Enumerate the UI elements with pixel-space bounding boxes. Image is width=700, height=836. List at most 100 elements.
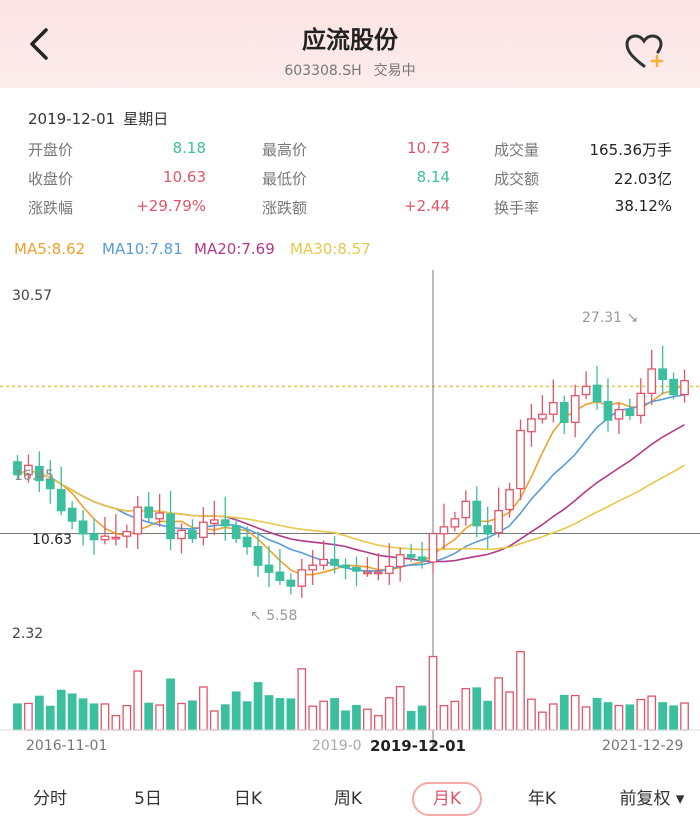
- tab-月K[interactable]: 月K: [412, 782, 482, 816]
- candle-body: [559, 402, 569, 424]
- volume-bar: [603, 702, 613, 731]
- volume-bar: [538, 711, 547, 731]
- ma-legend-item: MA30:8.57: [290, 240, 371, 258]
- stat-value: 38.12%: [614, 197, 672, 215]
- candle-body: [188, 529, 197, 540]
- candle-body: [669, 378, 678, 396]
- favorite-heart-icon[interactable]: [624, 32, 668, 72]
- volume-bar: [363, 708, 372, 731]
- x-axis-mid: 2019-0: [312, 738, 362, 754]
- stock-code: 603308.SH: [284, 63, 362, 79]
- candle-body: [199, 521, 208, 538]
- volume-bar: [439, 704, 449, 731]
- volume-bar: [34, 695, 44, 731]
- candle-body: [78, 520, 88, 535]
- volume-bar: [680, 702, 689, 731]
- candle-body: [450, 518, 460, 528]
- volume-bar: [395, 685, 405, 731]
- candle-body: [658, 368, 668, 381]
- ma20-line: [17, 424, 685, 563]
- volume-bar: [406, 710, 416, 731]
- candle-body: [439, 526, 449, 535]
- candle-body: [527, 418, 536, 433]
- volume-bar: [559, 694, 569, 731]
- volume-bar: [242, 701, 252, 731]
- volume-bar: [494, 677, 503, 731]
- volume-bar: [89, 703, 99, 731]
- volume-bar: [614, 704, 624, 731]
- volume-bar: [592, 698, 602, 731]
- candle-body: [636, 392, 646, 417]
- tab-日K[interactable]: 日K: [233, 789, 263, 809]
- candle-body: [406, 554, 416, 558]
- stat-value: 8.14: [416, 168, 450, 186]
- volume-bar: [373, 714, 383, 731]
- stat-label: 涨跌幅: [28, 199, 74, 217]
- kline-chart[interactable]: [0, 270, 700, 760]
- date-value: 2019-12-01: [28, 110, 116, 128]
- tab-前复权[interactable]: 前复权 ▾: [619, 789, 685, 809]
- candle-body: [264, 564, 274, 573]
- ma-legend-item: MA5:8.62: [14, 240, 86, 258]
- volume-bar: [527, 698, 536, 731]
- volume-bar: [658, 702, 668, 731]
- top-bar: 应流股份 603308.SH 交易中: [0, 0, 700, 88]
- stat-开盘价: 开盘价 8.18: [28, 139, 206, 160]
- volume-bar: [483, 700, 493, 731]
- stat-value: +29.79%: [136, 197, 206, 215]
- candle-body: [45, 478, 55, 490]
- tab-5日[interactable]: 5日: [134, 789, 162, 809]
- tab-周K[interactable]: 周K: [333, 789, 363, 809]
- candle-body: [680, 379, 689, 396]
- candle-body: [603, 400, 613, 421]
- stat-成交额: 成交额 22.03亿: [494, 168, 672, 189]
- candle-body: [231, 525, 241, 540]
- y-axis-min: 2.32: [12, 626, 44, 642]
- volume-bar: [56, 689, 66, 731]
- candle-body: [341, 564, 350, 569]
- volume-bar: [505, 691, 514, 731]
- back-arrow-icon[interactable]: [20, 24, 60, 64]
- stat-涨跌额: 涨跌额 +2.44: [262, 197, 450, 218]
- volume-bar: [647, 695, 657, 731]
- candle-body: [67, 507, 77, 522]
- candle-body: [166, 513, 175, 540]
- volume-bar: [220, 704, 230, 731]
- candle-body: [297, 569, 307, 587]
- tab-分时[interactable]: 分时: [33, 789, 67, 809]
- volume-bar: [275, 698, 285, 731]
- stat-最低价: 最低价 8.14: [262, 168, 450, 189]
- tab-年K[interactable]: 年K: [527, 789, 557, 809]
- stat-最高价: 最高价 10.73: [262, 139, 450, 160]
- volume-bar: [461, 688, 471, 731]
- volume-bar: [122, 704, 132, 731]
- candle-body: [89, 533, 99, 541]
- volume-bar: [570, 694, 580, 731]
- ma30-line: [17, 464, 685, 551]
- candle-body: [625, 408, 635, 417]
- stat-value: 8.18: [172, 139, 206, 157]
- volume-bar: [24, 702, 33, 731]
- volume-bar: [297, 668, 307, 731]
- stat-成交量: 成交量 165.36万手: [494, 139, 672, 160]
- stock-name: 应流股份: [302, 26, 398, 54]
- volume-bar: [308, 705, 318, 731]
- volume-bar: [581, 706, 591, 731]
- volume-bar: [199, 686, 208, 731]
- stat-涨跌幅: 涨跌幅 +29.79%: [28, 197, 206, 218]
- candle-body: [483, 525, 493, 535]
- volume-bar: [209, 710, 219, 731]
- stat-label: 涨跌额: [262, 199, 308, 217]
- candle-body: [286, 579, 296, 587]
- volume-bar: [548, 703, 558, 731]
- candle-body: [505, 489, 514, 511]
- ma-legend-item: MA20:7.69: [194, 240, 275, 258]
- high-marker: 27.31 ↘: [582, 310, 639, 326]
- volume-bar: [144, 702, 154, 731]
- selected-date: 2019-12-01 星期日: [28, 108, 168, 129]
- volume-bar: [133, 670, 143, 731]
- low-marker: ↖ 5.58: [250, 608, 298, 624]
- candle-body: [614, 408, 624, 420]
- volume-bar: [319, 700, 329, 731]
- x-axis-end: 2021-12-29: [602, 738, 684, 754]
